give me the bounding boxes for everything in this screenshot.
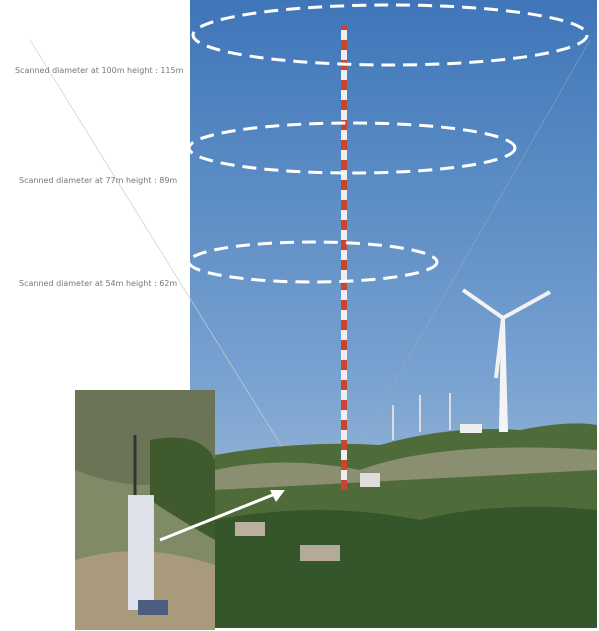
annotation-label: Scanned diameter at 100m height : 115m	[15, 66, 184, 75]
annotation-label: Scanned diameter at 54m height : 62m	[19, 279, 177, 288]
wind-turbine	[461, 288, 551, 432]
inset-photo	[75, 390, 285, 630]
annotation-label: Scanned diameter at 77m height : 89m	[19, 176, 177, 185]
scan-circles	[187, 3, 589, 284]
photo	[29, 0, 597, 628]
